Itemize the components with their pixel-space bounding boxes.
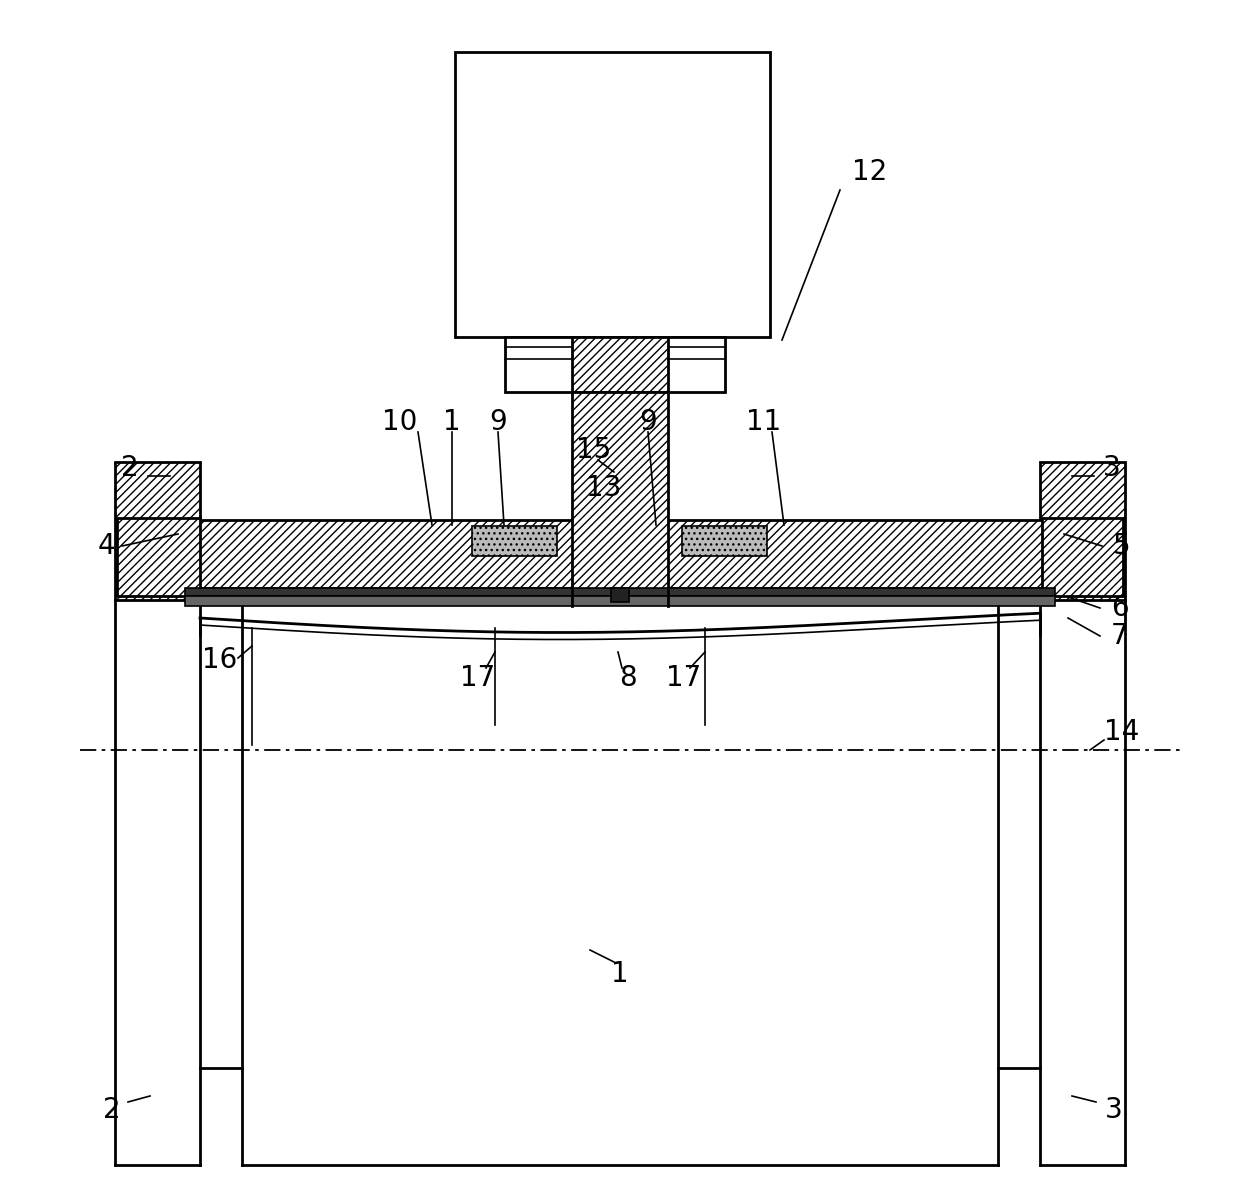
Text: 4: 4 (97, 532, 115, 560)
Bar (505, 337, 725, 392)
Bar (115, 462, 200, 600)
Text: 6: 6 (1111, 594, 1128, 622)
Text: 15: 15 (577, 437, 611, 464)
Text: 17: 17 (460, 664, 496, 692)
Text: 3: 3 (1104, 454, 1121, 482)
Text: 16: 16 (202, 646, 238, 675)
Text: 17: 17 (666, 664, 702, 692)
Text: 14: 14 (1105, 718, 1140, 746)
Text: 9: 9 (489, 408, 507, 437)
Bar (572, 337, 668, 392)
Text: 1: 1 (611, 960, 629, 988)
Bar (180, 520, 1060, 588)
Bar (185, 588, 1055, 596)
Bar (455, 51, 770, 337)
Text: 10: 10 (382, 408, 418, 437)
Text: 13: 13 (587, 474, 621, 502)
Text: 8: 8 (619, 664, 637, 692)
Bar (572, 392, 668, 590)
Bar (1040, 462, 1125, 600)
Bar (682, 526, 768, 556)
Text: 3: 3 (1105, 1096, 1123, 1124)
Text: 11: 11 (746, 408, 781, 437)
Text: 2: 2 (122, 454, 139, 482)
Bar (117, 518, 200, 596)
Bar (472, 526, 557, 556)
Bar (1042, 518, 1123, 596)
Text: 5: 5 (1114, 532, 1131, 560)
Bar (611, 588, 629, 602)
Bar (185, 596, 1055, 606)
Text: 9: 9 (639, 408, 657, 437)
Text: 1: 1 (443, 408, 461, 437)
Text: 7: 7 (1111, 622, 1128, 649)
Text: 2: 2 (103, 1096, 120, 1124)
Text: 12: 12 (852, 158, 888, 187)
